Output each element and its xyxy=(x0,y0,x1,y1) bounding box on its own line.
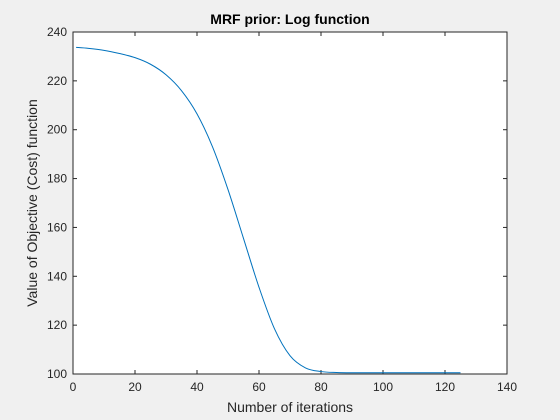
x-tick-label: 60 xyxy=(252,380,266,394)
y-axis-label: Value of Objective (Cost) function xyxy=(24,99,40,307)
x-tick-label: 140 xyxy=(497,380,517,394)
x-tick-label: 80 xyxy=(314,380,328,394)
x-tick-label: 0 xyxy=(70,380,77,394)
y-tick-label: 100 xyxy=(47,367,67,381)
plot-area xyxy=(73,32,507,374)
ticks-layer: 0 20 40 60 80 100 120 140 100 120 140 160 180 200 220 2… xyxy=(47,25,517,394)
y-tick-label: 240 xyxy=(47,25,67,39)
plot-frame xyxy=(72,31,508,375)
x-axis-label: Number of iterations xyxy=(227,399,353,415)
x-tick-label: 20 xyxy=(128,380,142,394)
x-tick-label: 100 xyxy=(373,380,393,394)
y-tick-label: 160 xyxy=(47,220,67,234)
y-tick-label: 180 xyxy=(47,172,67,186)
x-tick-label: 120 xyxy=(435,380,455,394)
series-line xyxy=(76,46,461,374)
chart-title: MRF prior: Log function xyxy=(210,11,369,27)
y-tick-label: 220 xyxy=(47,74,67,88)
y-tick-label: 200 xyxy=(47,123,67,137)
y-tick-label: 140 xyxy=(47,269,67,283)
x-tick-label: 40 xyxy=(190,380,204,394)
y-tick-label: 120 xyxy=(47,318,67,332)
